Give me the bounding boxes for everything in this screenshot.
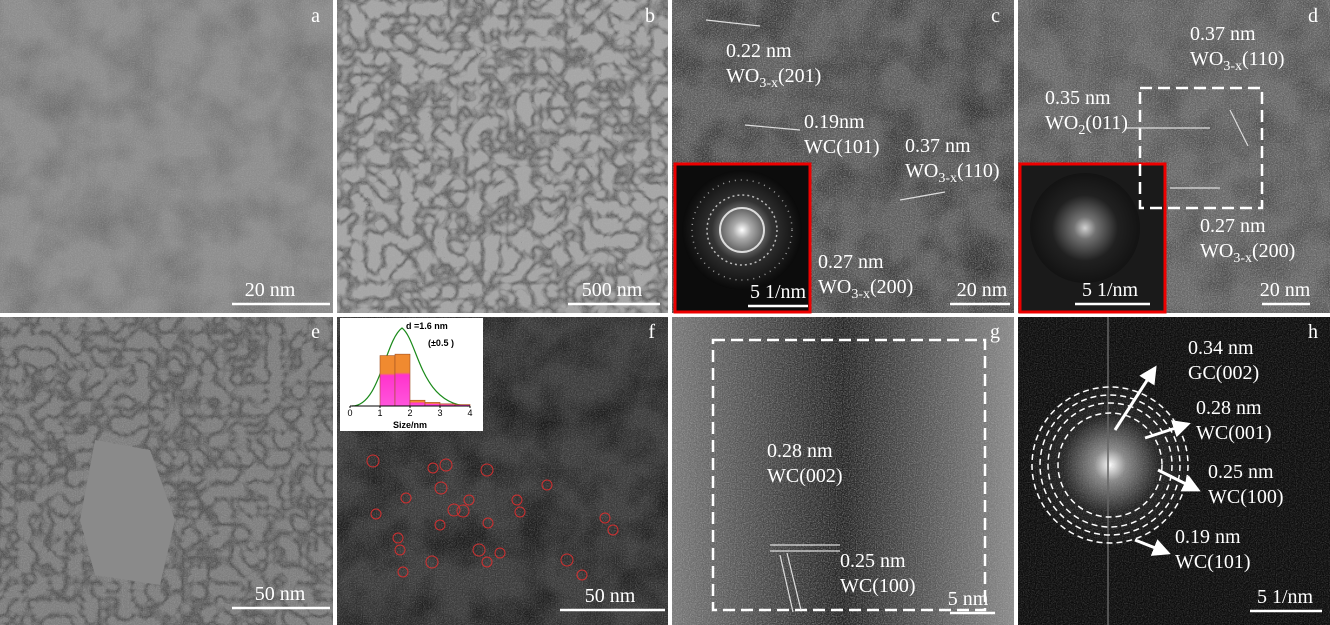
panel-letter: g <box>990 321 1000 343</box>
label-part: WO <box>818 276 851 298</box>
d-spacing: 0.25 nm <box>1208 461 1274 483</box>
x-tick-label: 3 <box>437 408 442 418</box>
figure: 0 1 2 3 4 Size/nm d =1.6 nm (±0.5 ) a 20 nm b 500 … <box>0 0 1330 625</box>
histogram-bar <box>425 402 440 406</box>
panel-letter: h <box>1308 321 1318 343</box>
d-spacing: 0.27 nm <box>1200 215 1266 237</box>
label-part: 3-x <box>759 76 778 91</box>
panel-letter: e <box>311 321 320 343</box>
histogram-bar <box>380 356 395 406</box>
x-tick-label: 4 <box>467 408 472 418</box>
label-part: WC(100) <box>1208 486 1284 508</box>
lattice-plane: WC(101) <box>804 136 880 158</box>
label-part: WC(101) <box>1175 551 1251 573</box>
sd-label: (±0.5 ) <box>428 338 454 348</box>
panel-letter: a <box>311 5 320 27</box>
x-tick-label: 0 <box>347 408 352 418</box>
label-part: WC(100) <box>840 575 916 597</box>
label-part: (110) <box>957 160 1000 182</box>
label-part: 3-x <box>1223 59 1242 74</box>
x-axis-label: Size/nm <box>393 420 427 430</box>
lattice-plane: WC(001) <box>1196 422 1272 444</box>
label-part: (200) <box>1252 240 1295 262</box>
scale-bar-label: 5 1/nm <box>1257 586 1314 608</box>
d-spacing: 0.37 nm <box>1190 23 1256 45</box>
lattice-plane: WC(002) <box>767 465 843 487</box>
scale-bar-label: 20 nm <box>957 279 1008 301</box>
d-spacing: 0.19nm <box>804 111 865 133</box>
panel-letter: f <box>648 321 655 343</box>
label-part: WO <box>726 65 759 87</box>
d-spacing: 0.27 nm <box>818 251 884 273</box>
scale-bar-label: 20 nm <box>245 279 296 301</box>
scale-bar-label: 20 nm <box>1260 279 1311 301</box>
label-part: 3-x <box>1233 251 1252 266</box>
scale-bar-label: 5 nm <box>948 588 989 610</box>
d-spacing: 0.28 nm <box>1196 397 1262 419</box>
x-tick-label: 1 <box>377 408 382 418</box>
label-part: WO <box>905 160 938 182</box>
label-part: (200) <box>870 276 913 298</box>
lattice-plane: WC(101) <box>1175 551 1251 573</box>
histogram-bar <box>395 354 410 406</box>
label-part: (201) <box>778 65 821 87</box>
d-spacing: 0.19 nm <box>1175 526 1241 548</box>
d-spacing: 0.28 nm <box>767 440 833 462</box>
panel-letter: b <box>645 5 655 27</box>
label-part: 3-x <box>938 171 957 186</box>
label-part: WO <box>1190 48 1223 70</box>
d-spacing: 0.37 nm <box>905 135 971 157</box>
d-spacing: 0.22 nm <box>726 40 792 62</box>
label-part: WC(001) <box>1196 422 1272 444</box>
d-spacing: 0.35 nm <box>1045 87 1111 109</box>
scale-bar-label: 500 nm <box>582 279 643 301</box>
label-part: (011) <box>1085 112 1128 134</box>
inset-scale-label: 5 1/nm <box>750 281 807 303</box>
histogram-bar <box>410 400 425 406</box>
scale-bar-label: 50 nm <box>255 583 306 605</box>
panel-letter: c <box>991 5 1000 27</box>
label-part: (110) <box>1242 48 1285 70</box>
lattice-plane: WC(100) <box>840 575 916 597</box>
d-spacing: 0.34 nm <box>1188 337 1254 359</box>
label-part: 2 <box>1078 123 1085 138</box>
inset-scale-label: 5 1/nm <box>1082 279 1139 301</box>
x-tick-label: 2 <box>407 408 412 418</box>
d-spacing: 0.25 nm <box>840 550 906 572</box>
label-part: WC(101) <box>804 136 880 158</box>
label-part: WO <box>1045 112 1078 134</box>
panel-letter: d <box>1308 5 1318 27</box>
label-part: WC(002) <box>767 465 843 487</box>
label-part: WO <box>1200 240 1233 262</box>
histogram-inset: 0 1 2 3 4 Size/nm d =1.6 nm (±0.5 ) <box>340 318 483 431</box>
label-part: GC(002) <box>1188 362 1259 384</box>
label-part: 3-x <box>851 287 870 302</box>
lattice-plane: WC(100) <box>1208 486 1284 508</box>
mean-label: d =1.6 nm <box>406 321 448 331</box>
scale-bar-label: 50 nm <box>585 585 636 607</box>
lattice-plane: GC(002) <box>1188 362 1259 384</box>
